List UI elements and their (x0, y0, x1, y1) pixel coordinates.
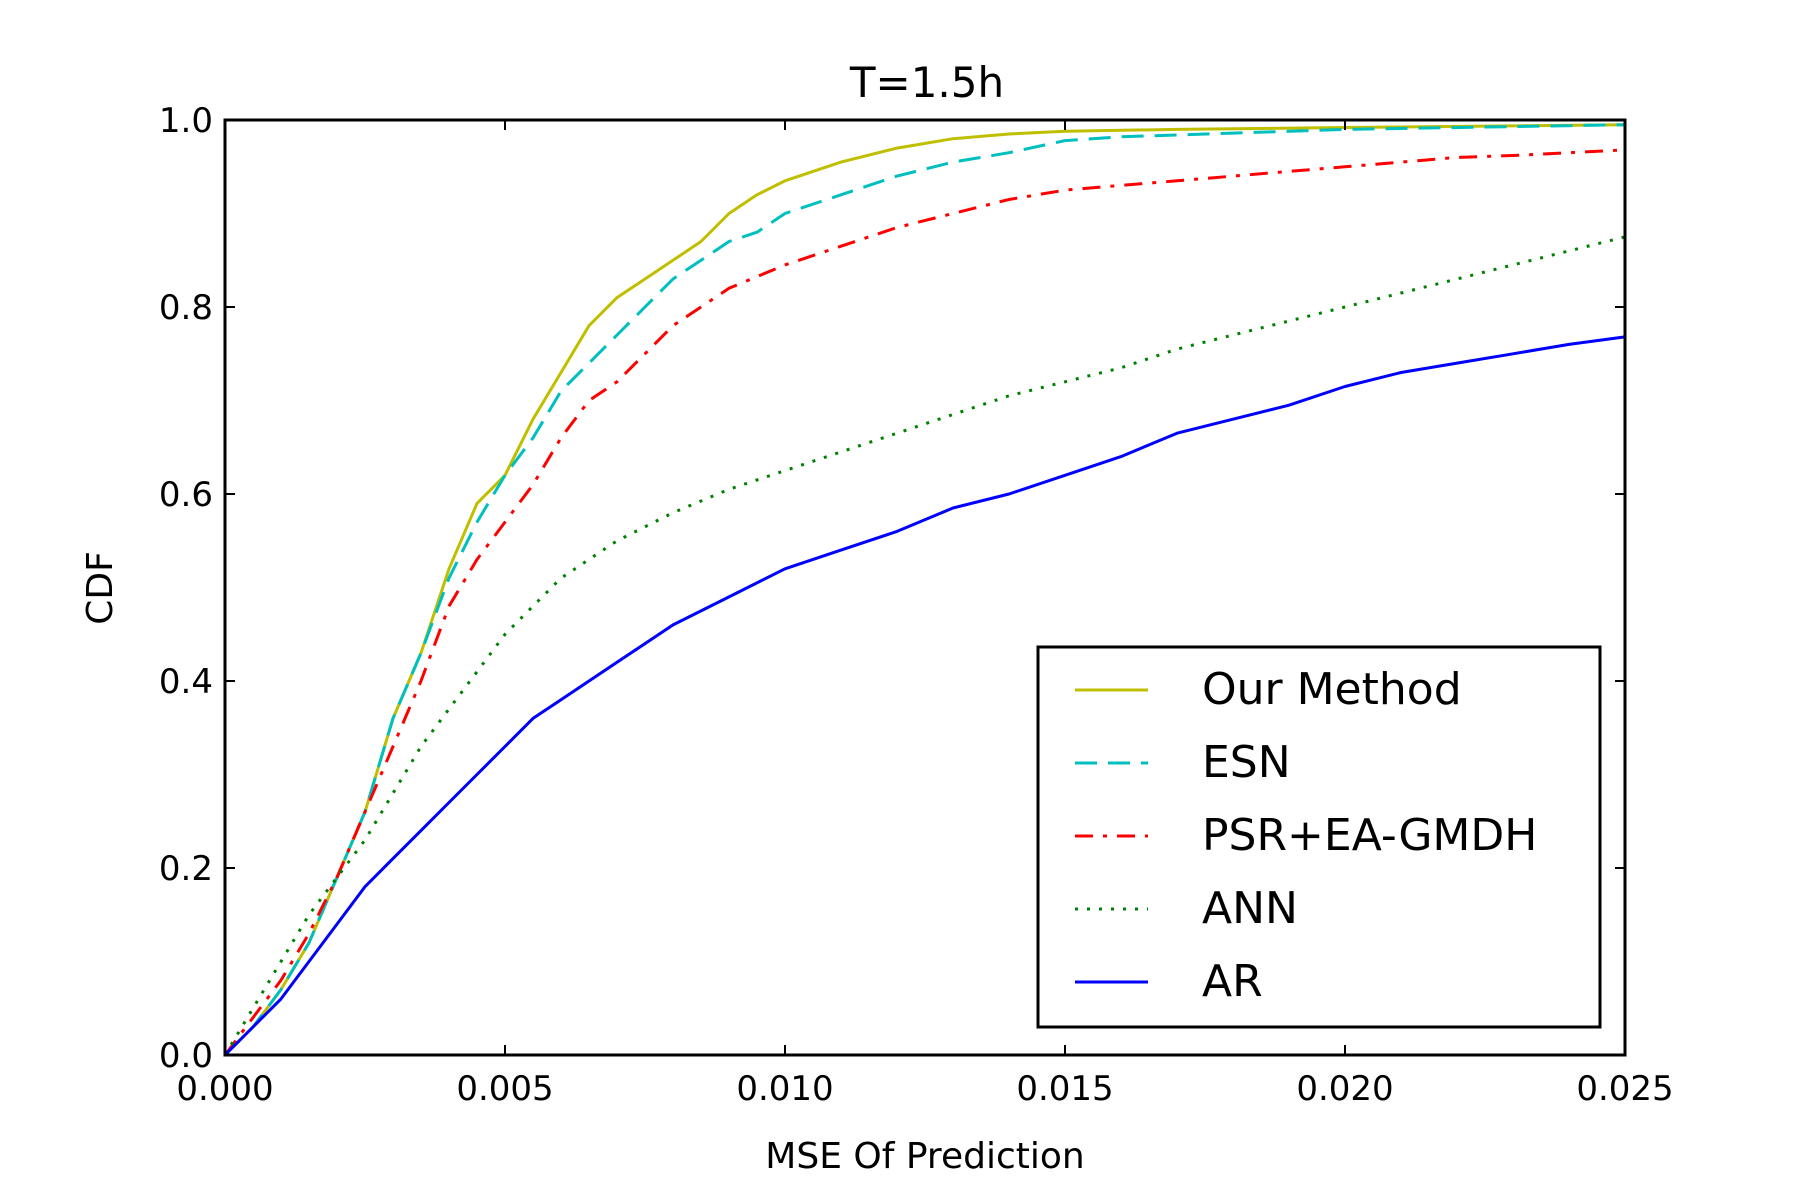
plot-frame (223, 118, 1627, 1057)
legend-items: Our Method ESN PSR+EA-GMDH ANN AR (1075, 664, 1537, 1007)
legend-label: AR (1202, 956, 1263, 1007)
y-axis-ticks: 0.0 0.2 0.4 0.6 0.8 1.0 (159, 101, 1625, 1076)
y-tick-label: 0.0 (159, 1036, 213, 1076)
x-tick-label: 0.010 (736, 1069, 833, 1109)
series-line-2 (223, 148, 1626, 1056)
x-tick-label: 0.015 (1016, 1069, 1113, 1109)
legend-label: ESN (1202, 737, 1291, 788)
legend: Our Method ESN PSR+EA-GMDH ANN AR (1036, 645, 1602, 1029)
series-line-4 (223, 335, 1626, 1057)
x-axis-label: MSE Of Prediction (765, 1136, 1084, 1177)
y-tick-label: 0.8 (159, 288, 213, 328)
series-line-3 (223, 235, 1626, 1056)
legend-label: ANN (1202, 883, 1298, 934)
x-tick-label: 0.025 (1576, 1069, 1673, 1109)
x-tick-label: 0.020 (1296, 1069, 1393, 1109)
legend-label: PSR+EA-GMDH (1202, 810, 1537, 861)
x-tick-label: 0.000 (176, 1069, 273, 1109)
chart-title: T=1.5h (849, 58, 1004, 107)
y-tick-label: 0.4 (159, 662, 213, 702)
x-tick-label: 0.005 (456, 1069, 553, 1109)
y-tick-label: 1.0 (159, 101, 213, 141)
y-tick-label: 0.6 (159, 475, 213, 515)
x-axis-ticks: 0.000 0.005 0.010 0.015 0.020 0.025 (176, 120, 1674, 1109)
y-axis-label: CDF (80, 551, 121, 625)
legend-label: Our Method (1202, 664, 1462, 715)
y-tick-label: 0.2 (159, 849, 213, 889)
plot-lines (223, 123, 1626, 1057)
